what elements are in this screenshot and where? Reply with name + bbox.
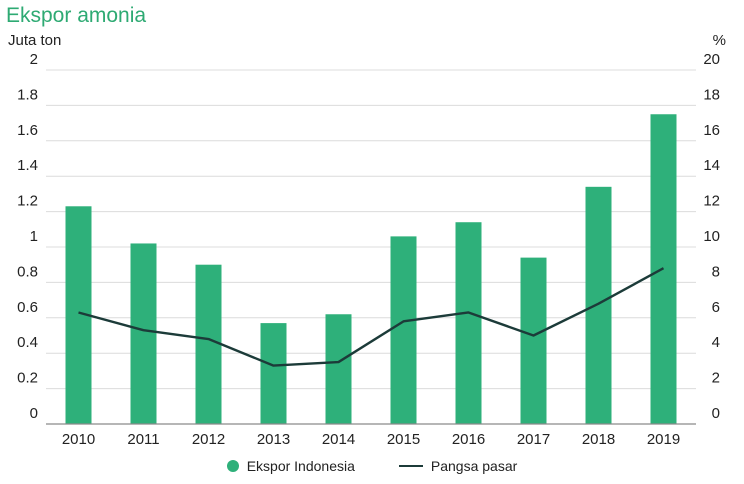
line-series-pangsa-pasar xyxy=(78,267,665,367)
y-tick-label-right: 8 xyxy=(712,263,720,280)
bar xyxy=(130,243,157,424)
y-tick-label-right: 18 xyxy=(703,86,720,103)
chart-title: Ekspor amonia xyxy=(6,4,147,27)
y-tick-label-left: 1.8 xyxy=(17,86,38,103)
legend-line-label: Pangsa pasar xyxy=(430,458,518,474)
y-tick-label-left: 0.8 xyxy=(17,263,38,280)
bar xyxy=(390,236,417,424)
x-tick-label: 2015 xyxy=(387,431,420,448)
bar xyxy=(195,264,222,424)
left-axis-label: Juta ton xyxy=(8,32,62,49)
y-tick-label-right: 10 xyxy=(703,228,720,245)
x-tick-label: 2010 xyxy=(62,431,95,448)
y-tick-label-left: 1.6 xyxy=(17,122,38,139)
x-tick-label: 2013 xyxy=(257,431,290,448)
y-tick-label-left: 2 xyxy=(30,51,38,68)
y-tick-label-left: 0.2 xyxy=(17,370,38,387)
legend-bar-label: Ekspor Indonesia xyxy=(246,458,355,474)
y-tick-label-left: 0.4 xyxy=(17,334,38,351)
legend-item-line: Pangsa pasar xyxy=(398,458,518,474)
y-tick-label-left: 1.4 xyxy=(17,157,38,174)
x-tick-label: 2018 xyxy=(582,431,615,448)
legend-line-swatch xyxy=(398,465,423,467)
y-tick-label-right: 14 xyxy=(703,157,720,174)
legend-item-bars: Ekspor Indonesia xyxy=(226,458,355,474)
y-tick-label-left: 1.2 xyxy=(17,193,38,210)
bar xyxy=(260,323,287,424)
chart-plot: 0 0 0.2 2 0.4 4 0.6 6 0.8 8 1 10 1.2 12 1.4 14 1.6 16 1.8 1… xyxy=(17,51,720,448)
right-axis-label: % xyxy=(712,32,726,49)
legend-bar-swatch xyxy=(226,460,239,472)
bar xyxy=(455,222,482,424)
chart-legend: Ekspor Indonesia Pangsa pasar xyxy=(0,458,744,474)
y-tick-label-right: 12 xyxy=(703,193,720,210)
y-tick-label-right: 16 xyxy=(703,122,720,139)
y-tick-label-left: 1 xyxy=(30,228,38,245)
bar xyxy=(325,314,352,424)
x-tick-label: 2017 xyxy=(517,431,550,448)
y-tick-label-right: 0 xyxy=(712,405,720,422)
y-tick-label-right: 4 xyxy=(712,334,720,351)
x-tick-label: 2014 xyxy=(322,431,355,448)
y-tick-label-left: 0.6 xyxy=(17,299,38,316)
x-tick-label: 2011 xyxy=(127,431,159,448)
x-tick-label: 2012 xyxy=(192,431,225,448)
y-tick-label-right: 20 xyxy=(703,51,720,68)
x-tick-label: 2016 xyxy=(452,431,485,448)
x-tick-label: 2019 xyxy=(647,431,680,448)
bar xyxy=(520,257,547,424)
y-tick-label-right: 6 xyxy=(712,299,720,316)
bar xyxy=(585,186,612,424)
y-tick-label-right: 2 xyxy=(712,370,720,387)
y-tick-label-left: 0 xyxy=(30,405,38,422)
